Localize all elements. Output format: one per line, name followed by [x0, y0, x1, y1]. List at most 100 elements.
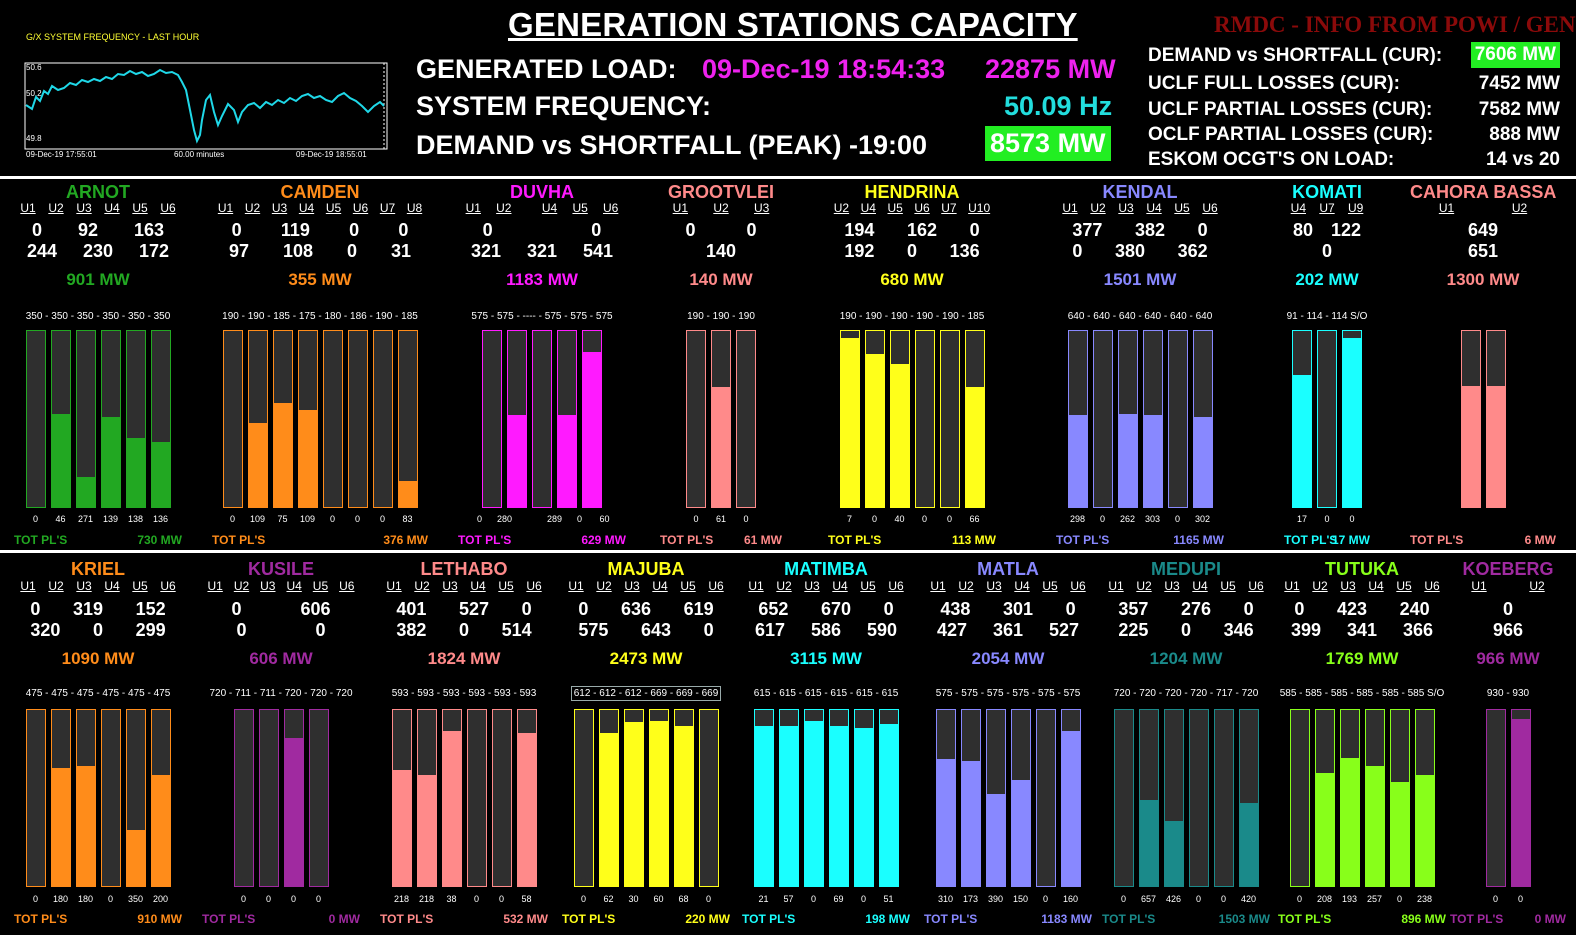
unit-bar-fill [1118, 413, 1137, 507]
unit-label: U3 [76, 201, 92, 215]
unit-output-row1: 0 92 163 [14, 220, 182, 241]
unit-bar [711, 330, 731, 508]
station-total-mw: 140 MW [689, 270, 753, 289]
unit-label: U2 [1136, 579, 1152, 593]
unit-output-value: 97 [228, 241, 250, 261]
system-frequency-value: 50.09 Hz [1004, 91, 1113, 121]
unit-label: U2 [958, 579, 974, 593]
unit-capacity-caption: 475 - 475 - 475 - 475 - 475 - 475 [14, 688, 182, 699]
unit-loss-value: 0 [1220, 894, 1226, 904]
partial-losses-value: 17 MW [1331, 533, 1370, 547]
unit-bar [125, 330, 146, 508]
unit-capacity-caption: 190 - 190 - 190 - 190 - 190 - 185 [828, 311, 996, 322]
unit-output-value: 0 [31, 220, 42, 240]
unit-loss-values: 0 109 75 109 0 0 0 83 [212, 514, 428, 524]
unit-label: U5 [325, 201, 342, 215]
generated-load-label: GENERATED LOAD: [416, 54, 677, 84]
unit-loss-values: 0 46 271 139 138 136 [14, 514, 182, 524]
unit-capacity-text: 350 - 350 - 350 - 350 - 350 - 350 [25, 311, 171, 322]
unit-capacity-text: 720 - 711 - 711 - 720 - 720 - 720 [209, 688, 353, 699]
unit-loss-value: 0 [229, 514, 235, 524]
unit-loss-value: 238 [1416, 894, 1433, 904]
partial-losses-label: TOT PL'S [202, 912, 256, 926]
unit-capacity-caption: 350 - 350 - 350 - 350 - 350 - 350 [14, 311, 182, 322]
unit-loss-value: 0 [946, 514, 952, 524]
unit-bars [458, 330, 626, 508]
unit-loss-value: 0 [107, 894, 113, 904]
unit-bar [1364, 709, 1385, 887]
unit-bar [150, 709, 171, 887]
unit-label: U4 [652, 579, 668, 593]
unit-bar [1035, 709, 1056, 887]
unit-output-value: 0 [315, 620, 326, 640]
station-name: HENDRINA [864, 182, 960, 202]
station-name: MATLA [977, 559, 1039, 579]
unit-output-value: 240 [1399, 599, 1430, 619]
unit-bar-fill [1193, 417, 1212, 507]
unit-output-value: 346 [1223, 620, 1254, 640]
station-camden: CAMDEN U1 U2 U3 U4 U5 U6 U7 U8 0 119 0 0 97 108 0 31 355 … [212, 0, 428, 935]
unit-label: U5 [132, 201, 148, 215]
unit-loss-value: 150 [1012, 894, 1029, 904]
unit-output-row2: 382 0 514 [380, 620, 548, 641]
unit-output-row2: 617 586 590 [742, 620, 910, 641]
unit-bar [889, 330, 910, 508]
unit-output-value: 0 [685, 220, 696, 240]
unit-label: U3 [753, 201, 770, 215]
unit-loss-value: 420 [1240, 894, 1257, 904]
unit-bar-fill [779, 725, 798, 886]
unit-bar-fill [854, 727, 873, 886]
unit-bars [1410, 330, 1556, 508]
unit-label: U10 [968, 201, 991, 215]
unit-loss-value: 0 [576, 514, 582, 524]
unit-capacity-caption: 575 - 575 - 575 - 575 - 575 - 575 [924, 688, 1092, 699]
unit-output-value: 321 [526, 241, 558, 261]
unit-bar [1060, 709, 1081, 887]
unit-loss-value: 0 [498, 894, 504, 904]
unit-label: U5 [312, 579, 329, 593]
unit-output-value: 0 [349, 220, 360, 240]
unit-labels: U1 U2 [1410, 201, 1556, 215]
unit-loss-value: 0 [693, 514, 699, 524]
unit-bars [380, 709, 548, 887]
station-lethabo: LETHABO U1 U2 U3 U4 U5 U6 401 527 0 382 0 514 1824 MW… [380, 0, 548, 935]
unit-label: U6 [352, 201, 369, 215]
unit-bar-fill [879, 724, 898, 886]
unit-loss-value: 138 [127, 514, 144, 524]
unit-output-row2: 427 361 527 [924, 620, 1092, 641]
unit-bar-fill [965, 387, 984, 507]
unit-bar-fill [1143, 415, 1162, 507]
unit-bar [150, 330, 171, 508]
unit-output-row1: 0 423 240 [1278, 599, 1446, 620]
unit-bar-fill [599, 732, 618, 886]
unit-output-value: 0 [578, 599, 589, 619]
unit-bars [1450, 709, 1566, 887]
unit-bar-fill [508, 415, 526, 507]
unit-bar-fill [76, 766, 95, 886]
unit-label: U4 [470, 579, 486, 593]
unit-bar [698, 709, 719, 887]
partial-losses-value: 1503 MW [1218, 912, 1270, 926]
unit-output-value: 643 [640, 620, 672, 640]
unit-capacity-text: 720 - 720 - 720 - 720 - 717 - 720 [1113, 688, 1259, 699]
unit-label: U4 [1014, 579, 1030, 593]
unit-label: U1 [20, 579, 36, 593]
unit-bar [1414, 709, 1435, 887]
unit-bar [778, 709, 799, 887]
unit-bar [1292, 330, 1312, 508]
unit-labels: U1 U2 [1450, 579, 1566, 593]
unit-bar [914, 330, 935, 508]
unit-capacity-caption: 615 - 615 - 615 - 615 - 615 - 615 [742, 688, 910, 699]
partial-losses-value: 532 MW [503, 912, 548, 926]
unit-capacity-text: 930 - 930 [1486, 688, 1530, 699]
unit-bar [441, 709, 462, 887]
unit-label: U1 [672, 201, 688, 215]
unit-label: U6 [526, 579, 542, 593]
unit-label: U2 [1090, 201, 1106, 215]
unit-label: U3 [442, 579, 458, 593]
unit-label: U4 [1368, 579, 1384, 593]
unit-label: U2 [1511, 201, 1528, 215]
unit-output-row1: 652 670 0 [742, 599, 910, 620]
unit-bar [1460, 330, 1481, 508]
